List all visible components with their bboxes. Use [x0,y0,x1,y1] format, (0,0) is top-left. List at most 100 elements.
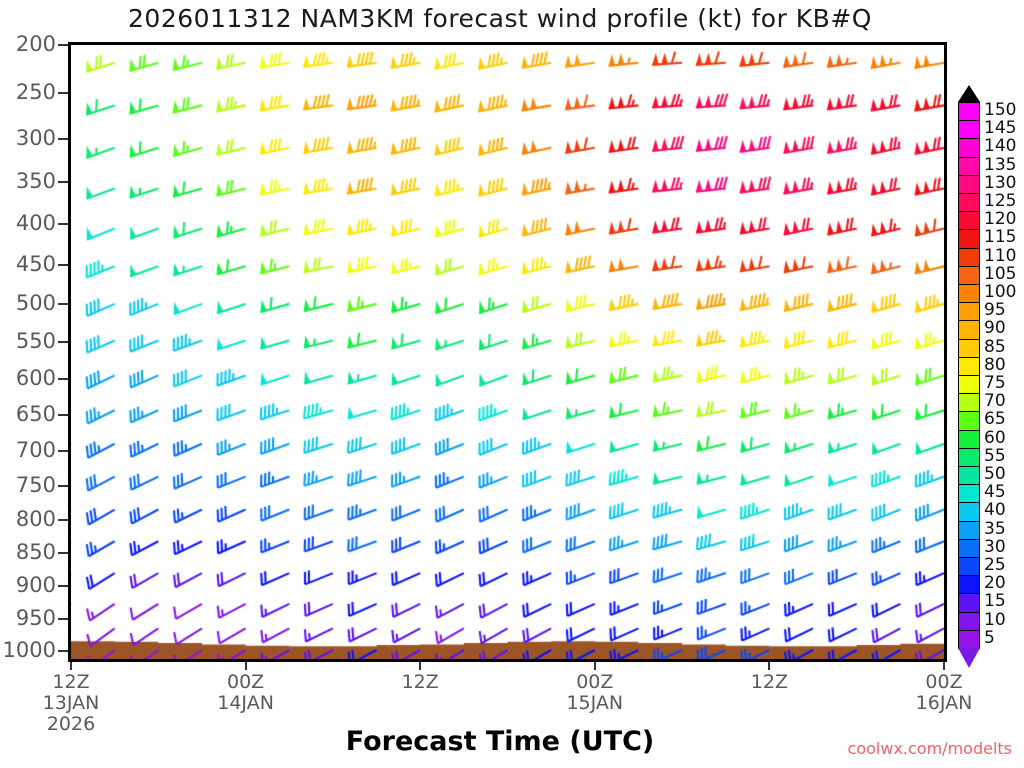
x-tick-time: 00Z [925,671,963,693]
colorbar-band [958,393,980,413]
x-axis-tick-label: 12Z 13JAN 2026 [1,672,141,735]
colorbar-band [958,557,980,577]
colorbar-tick-label: 35 [984,518,1006,539]
colorbar-tick-label: 20 [984,573,1006,594]
colorbar-tick-label: 10 [984,609,1006,630]
colorbar-band [958,538,980,559]
x-axis-title: Forecast Time (UTC) [345,726,655,757]
y-axis-tick-label: 250 [15,80,56,105]
y-axis-tick-mark [58,585,68,588]
colorbar-tick-label: 55 [984,445,1006,466]
colorbar-band [958,338,980,359]
colorbar-tick-label: 15 [984,591,1006,612]
x-tick-time: 00Z [576,671,614,693]
x-axis-tick-label: 00Z 16JAN [874,672,1014,714]
y-axis-tick-label: 1000 [2,637,56,662]
y-axis-tick-label: 300 [15,125,56,150]
x-axis-tick-mark [768,662,771,670]
colorbar-tick-label: 110 [984,245,1017,266]
colorbar-band [958,265,980,286]
x-tick-date: 16JAN [915,692,973,714]
x-axis-tick-mark [419,662,422,670]
y-axis-tick-label: 800 [15,506,56,531]
x-axis-tick-mark [70,662,72,670]
y-axis-tick-mark [58,552,68,555]
colorbar-band [958,466,980,486]
colorbar-tick-label: 95 [984,300,1006,321]
y-axis-tick-label: 500 [15,290,56,315]
colorbar-tick-label: 25 [984,555,1006,575]
x-tick-time: 00Z [226,671,265,693]
colorbar-band [958,520,980,541]
colorbar-band [958,629,980,650]
y-axis-tick-label: 450 [15,251,56,276]
x-tick-year: 2026 [46,713,96,735]
x-tick-time: 12Z [750,671,788,693]
colorbar-tick-label: 150 [984,100,1017,120]
colorbar-band [958,375,980,395]
wind-barb-canvas [71,45,944,659]
colorbar-band [958,320,980,341]
x-axis-tick-mark [943,662,945,670]
colorbar-band [958,356,980,377]
colorbar-band [958,102,980,122]
colorbar-band [958,302,980,322]
colorbar-band [958,211,980,231]
x-tick-time: 12Z [401,671,439,693]
colorbar-tick-label: 50 [984,464,1006,484]
colorbar-tick-label: 30 [984,536,1006,557]
y-axis-tick-label: 850 [15,540,56,565]
y-axis-tick-label: 600 [15,366,56,391]
colorbar-tick-label: 85 [984,336,1006,357]
colorbar-band [958,247,980,268]
colorbar-tick-label: 135 [984,154,1017,175]
y-axis-tick-label: 750 [15,472,56,497]
y-axis-tick-mark [58,181,68,184]
y-axis-tick-mark [58,263,68,266]
x-tick-date: 15JAN [566,692,624,714]
x-tick-date: 14JAN [217,692,274,714]
colorbar-tick-label: 140 [984,136,1017,157]
x-axis-tick-mark [593,662,596,670]
y-axis-tick-label: 200 [15,32,56,56]
x-axis-tick-label: 12Z [699,672,839,693]
colorbar-band [958,193,980,213]
y-axis-tick-mark [58,302,68,305]
colorbar-band [958,174,980,195]
x-axis-tick-label: 00Z 14JAN [176,672,316,714]
y-axis-tick-mark [58,518,68,521]
y-axis-tick-mark [58,44,68,46]
y-axis-tick-mark [58,92,68,95]
colorbar-band [958,484,980,504]
colorbar-band [958,120,980,140]
x-axis-tick-label: 12Z [350,672,490,693]
x-axis-tick-mark [244,662,247,670]
y-axis-tick-mark [58,414,68,417]
colorbar-tick-label: 60 [984,427,1006,448]
colorbar-tick-label: 145 [984,118,1017,139]
colorbar-top-arrow-icon [958,85,980,102]
y-axis-tick-mark [58,484,68,487]
y-axis-tick-mark [58,340,68,343]
wind-speed-colorbar: 150 145 140 135 130 125 120 115 110 105 100 95 90 85 8… [956,85,1024,668]
y-axis-tick-label: 350 [15,169,56,194]
y-axis-tick-label: 950 [15,605,56,630]
colorbar-tick-label: 115 [984,227,1017,248]
y-axis-tick-label: 650 [15,402,56,427]
y-axis-tick-label: 700 [15,437,56,462]
colorbar-bottom-arrow-icon [958,648,980,668]
colorbar-band [958,593,980,614]
colorbar-tick-label: 75 [984,373,1006,393]
colorbar-tick-label: 70 [984,391,1006,412]
colorbar-tick-label: 40 [984,500,1006,521]
colorbar-band [958,575,980,595]
y-axis-tick-mark [58,378,68,381]
y-axis-tick-mark [58,649,68,652]
colorbar-tick-label: 90 [984,318,1006,339]
colorbar-tick-label: 45 [984,482,1006,503]
colorbar-tick-label: 105 [984,263,1017,284]
y-axis-tick-label: 900 [15,573,56,598]
y-axis: 200 250 300 350 400 450 500 550 600 650 700 750 800 8… [0,0,68,768]
x-tick-time: 12Z [52,671,90,693]
